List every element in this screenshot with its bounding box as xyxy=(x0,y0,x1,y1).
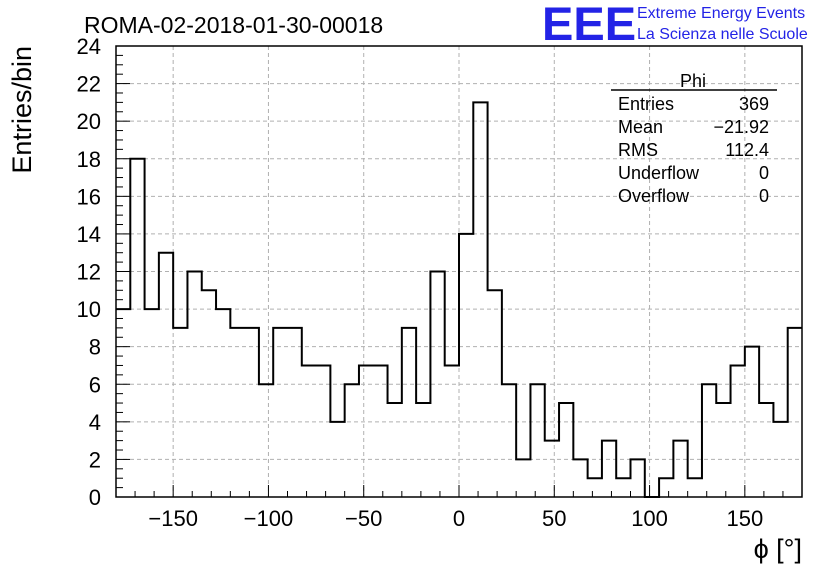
stats-value: 369 xyxy=(739,94,769,114)
eee-logo: EEE Extreme Energy Events La Scienza nel… xyxy=(542,0,808,50)
x-tick-label: 150 xyxy=(726,506,763,531)
y-tick-label: 4 xyxy=(89,410,101,435)
stats-label: Mean xyxy=(618,117,663,137)
histogram-bin xyxy=(530,384,544,497)
histogram-bin xyxy=(345,384,359,497)
histogram-bin xyxy=(388,403,402,497)
y-tick-label: 8 xyxy=(89,335,101,360)
y-tick-label: 0 xyxy=(89,485,101,510)
histogram-bin xyxy=(731,365,745,497)
histogram-bin xyxy=(445,365,459,497)
histogram-bin xyxy=(788,328,802,497)
histogram-bin xyxy=(659,478,673,497)
y-tick-label: 14 xyxy=(77,222,101,247)
histogram-bin xyxy=(602,441,616,497)
y-tick-label: 12 xyxy=(77,260,101,285)
stats-label: RMS xyxy=(618,140,658,160)
y-tick-label: 18 xyxy=(77,147,101,172)
histogram-bin xyxy=(288,328,302,497)
stats-value: 112.4 xyxy=(725,140,769,160)
x-tick-label: −150 xyxy=(148,506,198,531)
histogram-bin xyxy=(616,478,630,497)
histogram-bin xyxy=(502,384,516,497)
histogram-bin xyxy=(631,459,645,497)
y-axis-title: Entries/bin xyxy=(7,46,37,174)
histogram-bin xyxy=(459,234,473,497)
x-tick-label: −100 xyxy=(244,506,294,531)
histogram-bin xyxy=(402,328,416,497)
stats-label: Underflow xyxy=(618,163,700,183)
histogram-bin xyxy=(545,441,559,497)
stats-value: −21.92 xyxy=(713,117,769,137)
x-tick-label: 0 xyxy=(453,506,465,531)
histogram-outline xyxy=(116,101,802,498)
y-tick-label: 10 xyxy=(77,297,101,322)
y-tick-label: 22 xyxy=(77,72,101,97)
stats-label: Overflow xyxy=(618,186,690,206)
stats-label: Entries xyxy=(618,94,674,114)
histogram-bin xyxy=(130,159,144,497)
stats-rows: Entries 369 Mean −21.92 RMS 112.4 Underflow 0 Ov… xyxy=(618,94,769,206)
histogram-bin xyxy=(688,478,702,497)
x-tick-label: 50 xyxy=(542,506,566,531)
histogram-bin xyxy=(716,403,730,497)
histogram-bin xyxy=(373,365,387,497)
histogram-bin xyxy=(202,290,216,497)
histogram-bin xyxy=(259,384,273,497)
histogram-bin xyxy=(488,290,502,497)
histogram-bin xyxy=(473,102,487,497)
histogram-bin xyxy=(173,328,187,497)
histogram-bin xyxy=(316,365,330,497)
x-tick-label: 100 xyxy=(631,506,668,531)
y-tick-label: 24 xyxy=(77,34,101,59)
logo-line-2: La Scienza nelle Scuole xyxy=(637,26,808,43)
histogram-bin xyxy=(673,441,687,497)
logo-mark: EEE xyxy=(542,0,636,50)
x-axis-ticks: −150 −100 −50 0 50 100 150 xyxy=(134,485,784,531)
histogram-bin xyxy=(702,384,716,497)
x-axis-title: ϕ [°] xyxy=(754,534,802,564)
y-tick-label: 16 xyxy=(77,184,101,209)
histogram-bin xyxy=(359,365,373,497)
histogram-bin xyxy=(573,459,587,497)
y-tick-label: 20 xyxy=(77,109,101,134)
histogram-bin xyxy=(302,365,316,497)
y-tick-label: 6 xyxy=(89,372,101,397)
histogram-bin xyxy=(159,253,173,497)
histogram-bin xyxy=(416,403,430,497)
histogram-bin xyxy=(559,403,573,497)
histogram-bin xyxy=(145,309,159,497)
histogram-bin xyxy=(759,403,773,497)
histogram-bin xyxy=(216,309,230,497)
stats-title: Phi xyxy=(680,71,706,91)
histogram-bin xyxy=(516,459,530,497)
logo-line-1: Extreme Energy Events xyxy=(637,5,805,22)
stats-box: Phi Entries 369 Mean −21.92 RMS 112.4 Underflo… xyxy=(611,71,777,206)
stats-value: 0 xyxy=(759,163,769,183)
histogram-bin xyxy=(245,328,259,497)
y-tick-label: 2 xyxy=(89,447,101,472)
histogram-bin xyxy=(230,328,244,497)
x-tick-label: −50 xyxy=(345,506,382,531)
chart-title: ROMA-02-2018-01-30-00018 xyxy=(84,12,383,38)
histogram-bin xyxy=(588,478,602,497)
histogram-bin xyxy=(273,328,287,497)
stats-value: 0 xyxy=(759,186,769,206)
